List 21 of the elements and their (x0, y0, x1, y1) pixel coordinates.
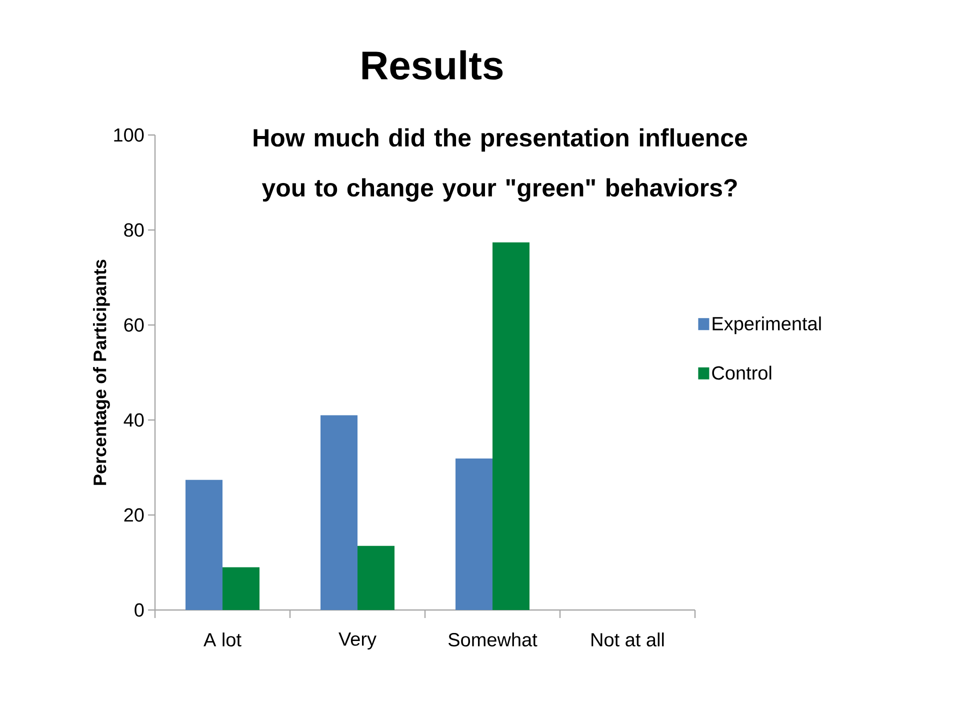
y-tick-label: 60 (124, 318, 144, 332)
bar (320, 415, 358, 610)
bar (222, 567, 260, 610)
x-tick-label: Very (338, 632, 376, 650)
legend-label: Experimental (712, 316, 821, 334)
y-tick-label: 0 (134, 603, 144, 617)
x-tick-label: A lot (204, 632, 242, 646)
bar (492, 242, 530, 610)
bar (186, 480, 223, 610)
bar (358, 546, 395, 610)
y-tick-label: 40 (124, 413, 144, 427)
text: How much did the presentation influence you to change your "green" behaviors? (254, 128, 748, 202)
legend-label: Control (712, 366, 772, 380)
y-axis-title: Percentage of Participants (93, 260, 110, 485)
y-tick-label: 100 (114, 128, 144, 142)
bar (456, 458, 493, 610)
x-tick-label: Not at all (592, 632, 664, 646)
chart-title: Results (362, 50, 503, 80)
x-tick-label: Somewhat (448, 632, 538, 646)
y-tick-label: 80 (124, 223, 144, 237)
y-tick-label: 20 (124, 508, 144, 522)
